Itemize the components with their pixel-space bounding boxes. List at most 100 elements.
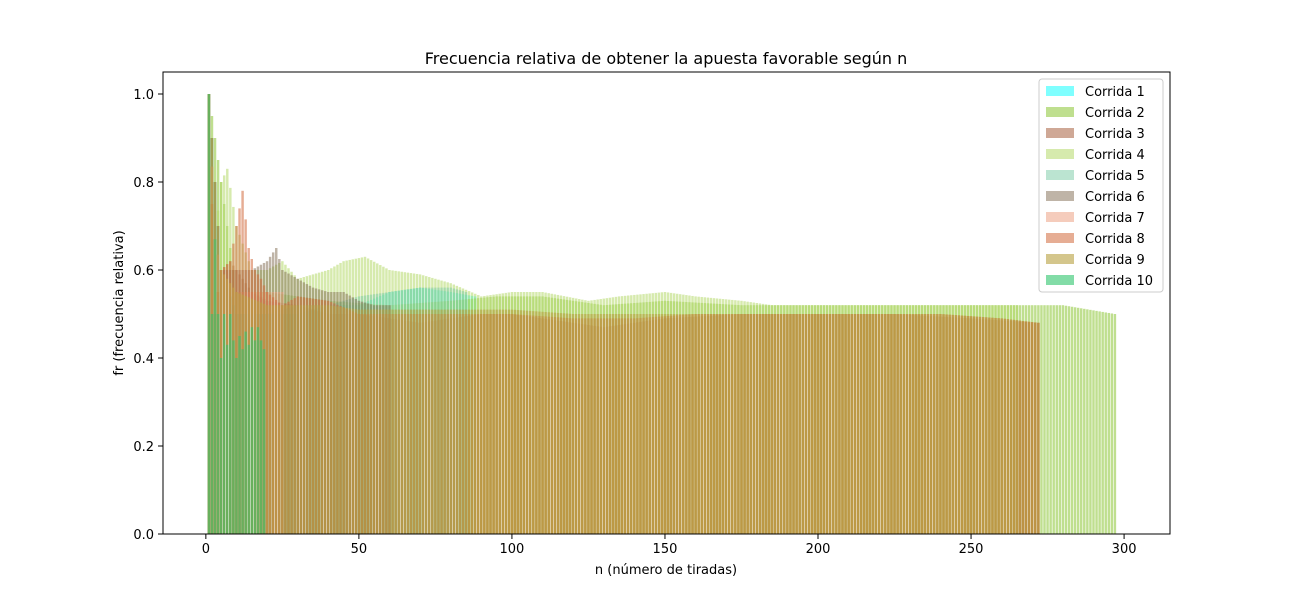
bar (893, 314, 896, 534)
bar (737, 314, 740, 534)
bar (660, 314, 664, 534)
bar (825, 314, 829, 534)
bar (519, 310, 523, 534)
bar (311, 305, 315, 534)
bar (908, 314, 912, 534)
bar (483, 309, 486, 534)
y-axis: 0.0 0.2 0.4 0.6 0.8 1.0 (133, 88, 163, 543)
bar (709, 314, 713, 534)
bar (391, 309, 394, 534)
bar (633, 314, 636, 534)
bar (229, 314, 232, 534)
bar (299, 305, 302, 534)
bar (1098, 311, 1101, 534)
chart-title: Frecuencia relativa de obtener la apuest… (425, 49, 908, 68)
bar (590, 314, 593, 534)
bar (930, 314, 933, 534)
bar (394, 309, 397, 534)
legend-swatch (1046, 128, 1074, 138)
bar (522, 310, 526, 534)
bar (636, 314, 639, 534)
bar (979, 316, 982, 534)
bar (804, 314, 807, 534)
bar (388, 309, 391, 534)
bar (920, 314, 924, 534)
bar (516, 310, 520, 534)
bar (856, 314, 860, 534)
legend-label: Corrida 3 (1085, 127, 1145, 142)
bar (881, 314, 884, 534)
bar (822, 314, 826, 534)
bar (691, 314, 694, 534)
bar (596, 314, 599, 534)
legend-label: Corrida 9 (1085, 253, 1145, 268)
bar (896, 314, 899, 534)
bar (501, 309, 504, 534)
bar (715, 314, 719, 534)
bar (942, 314, 945, 534)
bar (372, 309, 376, 534)
bar (605, 314, 609, 534)
bar (1006, 319, 1009, 534)
bar (1073, 307, 1077, 534)
bar (268, 305, 272, 534)
bar (994, 317, 997, 534)
bar (434, 309, 437, 534)
y-tick-label: 0.0 (133, 528, 154, 543)
bar (1043, 305, 1046, 534)
bar (666, 314, 670, 534)
bar (663, 314, 667, 534)
bar (957, 315, 961, 534)
bar (443, 309, 446, 534)
bar (899, 314, 902, 534)
bar (565, 313, 569, 534)
bar (544, 312, 547, 534)
x-tick-label: 300 (1112, 542, 1137, 557)
bar (495, 309, 498, 534)
bar (969, 316, 973, 534)
bar (685, 314, 688, 534)
legend-label: Corrida 4 (1085, 148, 1145, 163)
bar (850, 314, 853, 534)
bar (244, 331, 247, 534)
bar (1064, 305, 1068, 534)
bar (1024, 321, 1028, 534)
bar (728, 314, 731, 534)
bar (354, 309, 358, 534)
bar (431, 309, 434, 534)
bar (320, 305, 324, 534)
bar (758, 314, 762, 534)
legend-swatch (1046, 233, 1074, 243)
bar (232, 340, 235, 534)
bar (988, 317, 991, 534)
bar (847, 314, 850, 534)
bar (593, 314, 596, 534)
bar (348, 308, 351, 534)
bar (262, 349, 266, 534)
legend-label: Corrida 10 (1085, 274, 1153, 289)
y-tick-label: 0.2 (133, 440, 154, 455)
bar (1067, 306, 1071, 534)
legend-swatch (1046, 254, 1074, 264)
bars-layer (207, 94, 1117, 535)
legend-swatch (1046, 275, 1074, 285)
bar (529, 310, 532, 534)
bar (415, 309, 419, 534)
x-tick-label: 150 (653, 542, 678, 557)
bar (412, 309, 416, 534)
bar (584, 314, 587, 534)
bar (538, 311, 541, 534)
bar (526, 310, 529, 534)
bar (602, 314, 605, 534)
bar (406, 309, 410, 534)
bar (982, 317, 985, 534)
bar (694, 314, 697, 534)
bar (210, 314, 214, 534)
bar (1027, 321, 1031, 534)
bar (333, 306, 336, 534)
bar (871, 314, 875, 534)
bar (669, 314, 673, 534)
bar (293, 305, 296, 534)
bar (547, 312, 550, 534)
bar (241, 349, 244, 534)
